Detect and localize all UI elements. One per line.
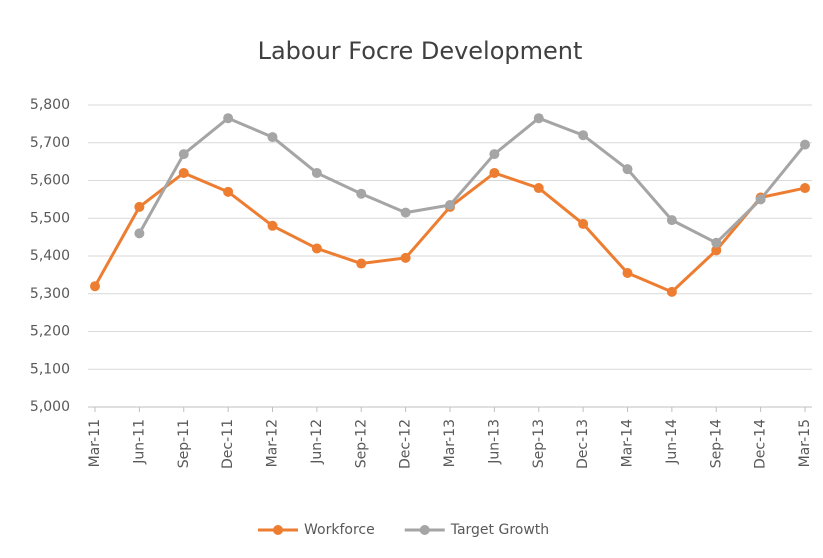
legend-label: Target Growth [450,522,549,538]
point [311,243,322,254]
point [666,215,677,226]
point [755,194,766,205]
point [489,149,500,160]
x-tick-label: Jun-13 [486,419,502,465]
point [578,218,589,229]
point [134,228,145,239]
point [311,167,322,178]
point [356,258,367,269]
point [90,281,100,292]
x-tick-label: Mar-12 [265,419,281,467]
point [223,113,234,124]
point [267,132,278,143]
x-tick-label: Mar-14 [620,419,636,467]
y-tick-label: 5,000 [30,399,70,415]
point [400,207,411,218]
y-tick-label: 5,600 [30,173,70,189]
point [711,237,722,248]
x-tick-label: Jun-14 [664,419,680,465]
x-tick-label: Mar-11 [87,419,103,467]
point [489,167,500,178]
x-tick-label: Sep-12 [353,419,369,468]
x-tick-label: Dec-12 [398,419,414,469]
x-tick-label: Jun-12 [309,419,325,465]
y-tick-label: 5,800 [30,97,70,113]
chart-title: Labour Focre Development [258,37,583,65]
point [223,186,234,197]
y-tick-label: 5,700 [30,135,70,151]
x-tick-label: Sep-14 [708,419,724,468]
point [800,183,810,194]
point [533,183,544,194]
point [533,113,544,124]
y-tick-label: 5,400 [30,248,70,264]
series-line [138,116,807,245]
point [356,188,367,199]
point [445,200,455,211]
point [178,149,189,160]
x-tick-label: Mar-13 [442,419,458,467]
point [267,220,278,231]
point [400,252,411,263]
point [178,167,189,178]
legend-marker [273,525,283,535]
x-tick-label: Dec-11 [220,419,236,469]
legend-marker [419,525,430,535]
point [666,286,677,297]
x-tick-label: Dec-14 [753,419,769,469]
y-tick-label: 5,200 [30,324,70,340]
point [711,245,722,256]
y-tick-label: 5,100 [30,361,70,377]
point [134,201,145,212]
x-tick-label: Sep-11 [176,419,192,468]
point [800,139,810,150]
y-tick-label: 5,300 [30,286,70,302]
point [622,267,633,278]
x-tick-label: Sep-13 [531,419,547,468]
point [578,130,589,141]
x-tick-label: Jun-11 [131,419,147,465]
legend-label: Workforce [304,522,375,538]
y-tick-label: 5,500 [30,210,70,226]
point [622,164,633,175]
x-tick-label: Mar-15 [797,419,813,467]
x-tick-label: Dec-13 [575,419,591,469]
